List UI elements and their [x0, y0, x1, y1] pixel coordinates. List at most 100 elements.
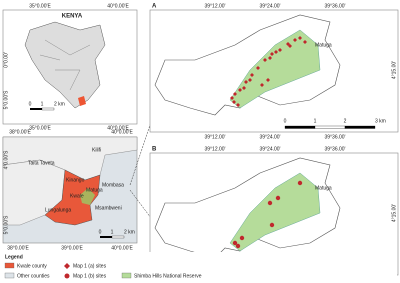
- site: [267, 200, 273, 206]
- top-label: 39°12.00': [204, 146, 225, 152]
- bottom-label: 35°0.00'E: [29, 125, 51, 131]
- scale-label: 2 km: [124, 229, 135, 235]
- site: [303, 40, 307, 44]
- legend-label: Other counties: [17, 273, 50, 279]
- kenya-shape: [24, 21, 106, 109]
- side-label: 4°15.00': [391, 204, 397, 222]
- scale-label: 2: [344, 118, 347, 124]
- place-label: Matuga: [315, 42, 332, 48]
- legend-label: Kwale county: [17, 263, 47, 269]
- scale-bar: [41, 107, 55, 111]
- site: [256, 66, 260, 70]
- site: [230, 96, 234, 100]
- legend-swatch: [64, 273, 70, 279]
- scale-label: 1: [314, 118, 317, 124]
- site: [238, 88, 242, 92]
- bottom-label: 40°0.00'E: [107, 125, 129, 131]
- site: [293, 38, 297, 42]
- site: [232, 100, 236, 104]
- scale-label: 3 km: [375, 118, 386, 124]
- top-label: 38°0.00'E: [9, 129, 31, 135]
- inset-title: KENYA: [62, 14, 83, 20]
- site: [266, 78, 270, 82]
- place-label: Matuga: [315, 185, 332, 191]
- site: [274, 50, 278, 54]
- site: [263, 58, 267, 62]
- kwale-county: [44, 169, 101, 226]
- top-label: 40°0.00'E: [107, 3, 129, 9]
- legend-swatch: [64, 263, 70, 269]
- scale-label: 1: [41, 101, 44, 107]
- bottom-label: 39°12.00': [204, 134, 225, 140]
- scale-bar: [314, 125, 346, 129]
- place-label: Kwale: [70, 193, 84, 199]
- left-label: 4°0.00'S: [3, 150, 9, 169]
- place-label: Msambweni: [95, 205, 122, 211]
- site: [269, 222, 275, 228]
- site: [297, 180, 303, 186]
- legend-label: Map 1 (a) sites: [73, 263, 107, 269]
- top-label: 39°12.00': [204, 3, 225, 9]
- scale-label: 2 km: [54, 101, 65, 107]
- site: [288, 44, 292, 48]
- legend-label: Map 1 (b) sites: [73, 273, 107, 279]
- legend-swatch: [4, 272, 15, 279]
- kenya-counties: [39, 39, 91, 91]
- site: [270, 52, 274, 56]
- site: [239, 235, 245, 241]
- site: [268, 56, 272, 60]
- left-label: 5°0.00'S: [3, 90, 9, 109]
- site: [244, 80, 248, 84]
- bottom-label: 38°0.00'E: [7, 245, 29, 251]
- site: [250, 73, 254, 77]
- scale-label: 1: [111, 229, 114, 235]
- place-label: Taita Taveta: [28, 160, 55, 166]
- reserve: [229, 29, 321, 109]
- site: [236, 103, 240, 107]
- reserve: [229, 172, 321, 252]
- place-label: Kilifi: [92, 147, 101, 153]
- bottom-label: 40°0.00'E: [111, 245, 133, 251]
- bottom-label: 39°24.00': [259, 134, 280, 140]
- bottom-label: 39°36.00': [324, 134, 345, 140]
- kwale-highlight: [78, 96, 86, 106]
- side-label: 4°15.00': [391, 61, 397, 79]
- place-label: Lungalunga: [45, 207, 71, 213]
- top-label: 39°24.00': [259, 146, 280, 152]
- place-label: Mombasa: [102, 182, 124, 188]
- scale-bar: [284, 125, 316, 129]
- scale-label: 0: [284, 118, 287, 124]
- site: [248, 78, 252, 82]
- scale-label: 0: [99, 229, 102, 235]
- left-label: 0°0.00': [3, 52, 9, 68]
- site: [278, 48, 282, 52]
- connector: [129, 189, 161, 231]
- top-label: 39°24.00': [259, 3, 280, 9]
- panel-label: B: [152, 147, 157, 153]
- place-label: Matuga: [86, 187, 103, 193]
- scale-bar: [344, 125, 376, 129]
- site: [235, 243, 241, 249]
- site: [232, 240, 238, 246]
- scale-bar: [111, 235, 125, 239]
- scale-label: 0: [29, 101, 32, 107]
- left-label: 5°0.00'S: [3, 215, 9, 234]
- panel-label: A: [152, 4, 157, 10]
- legend-title: Legend: [5, 254, 23, 260]
- site: [242, 86, 246, 90]
- place-label: Kinango: [66, 177, 85, 183]
- bottom-label: 39°0.00'E: [61, 245, 83, 251]
- top-label: 40°0.00'E: [111, 129, 133, 135]
- site: [298, 36, 302, 40]
- top-label: 35°0.00'E: [29, 3, 51, 9]
- site: [260, 83, 264, 87]
- legend-label: Shimba Hills National Reserve: [134, 273, 202, 279]
- reserve: [80, 188, 95, 205]
- site: [233, 92, 237, 96]
- top-label: 39°36.00': [324, 146, 345, 152]
- legend-swatch: [121, 272, 132, 279]
- legend-swatch: [4, 262, 15, 269]
- site: [275, 195, 281, 201]
- top-label: 39°36.00': [324, 3, 345, 9]
